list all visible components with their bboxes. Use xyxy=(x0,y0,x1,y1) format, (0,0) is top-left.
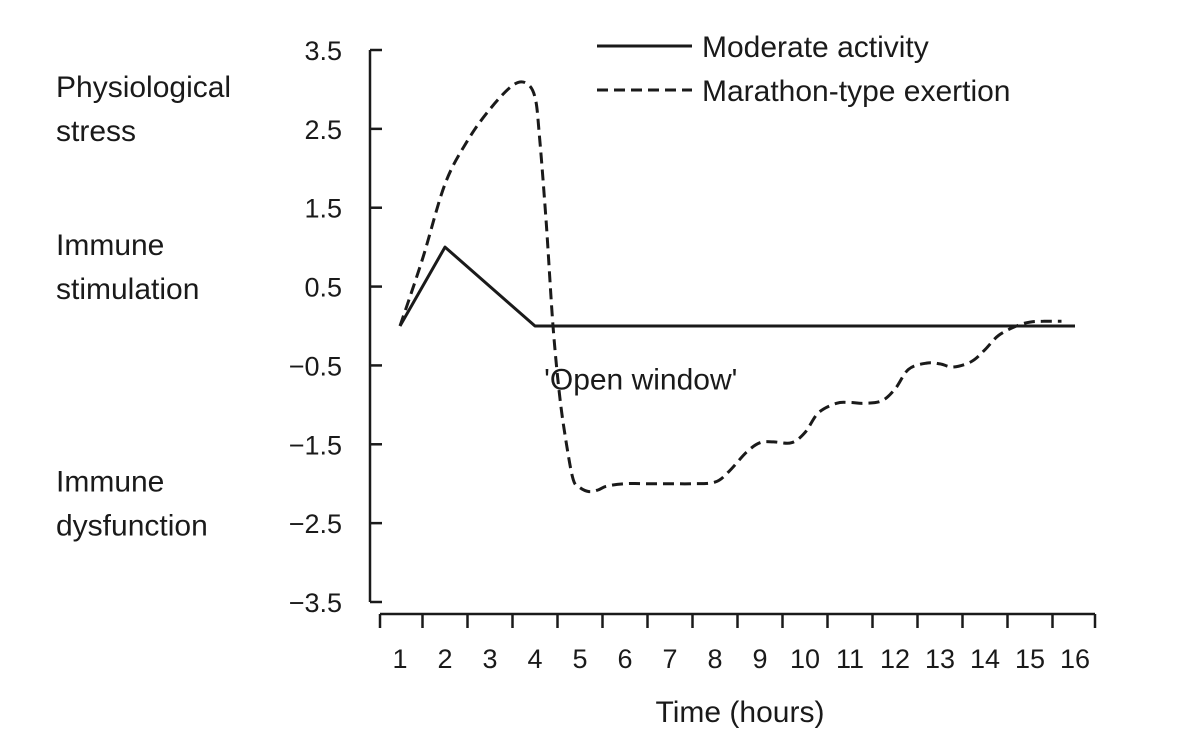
x-tick-label: 8 xyxy=(707,644,722,674)
y-tick-label: 0.5 xyxy=(304,273,342,303)
x-axis: 1 2 3 4 5 6 7 8 9 10 11 12 13 14 15 16 xyxy=(378,612,1097,674)
side-label: stress xyxy=(56,115,136,148)
side-label: Immune xyxy=(56,229,164,262)
x-tick-label: 14 xyxy=(970,644,1000,674)
annotation-open-window: 'Open window' xyxy=(544,363,737,396)
side-label: Immune xyxy=(56,465,164,498)
x-tick-label: 4 xyxy=(527,644,542,674)
y-tick-label: 2.5 xyxy=(304,115,342,145)
y-tick-label: −2.5 xyxy=(289,509,342,539)
annotations: 'Open window' xyxy=(544,363,737,396)
y-tick-label: −1.5 xyxy=(289,430,342,460)
x-tick-label: 10 xyxy=(790,644,820,674)
x-tick-label: 6 xyxy=(617,644,632,674)
legend: Moderate activity Marathon-type exertion xyxy=(597,31,1011,108)
y-tick-label: −3.5 xyxy=(289,588,342,618)
x-tick-label: 7 xyxy=(662,644,677,674)
x-tick-label: 5 xyxy=(572,644,587,674)
y-axis: 3.5 2.5 1.5 0.5 −0.5 −1.5 −2.5 −3.5 xyxy=(289,36,382,618)
x-tick-label: 15 xyxy=(1015,644,1045,674)
x-tick-label: 3 xyxy=(482,644,497,674)
side-label: stimulation xyxy=(56,273,199,306)
x-tick-label: 2 xyxy=(437,644,452,674)
x-axis-title: Time (hours) xyxy=(656,696,825,729)
side-label: Physiological xyxy=(56,71,231,104)
y-tick-label: −0.5 xyxy=(289,351,342,381)
x-tick-label: 13 xyxy=(925,644,955,674)
series-group xyxy=(398,80,1075,494)
legend-label: Marathon-type exertion xyxy=(702,75,1011,108)
series-line-marathon xyxy=(398,80,1062,494)
side-labels: Physiological stress Immune stimulation Immu… xyxy=(56,71,231,542)
legend-label: Moderate activity xyxy=(702,31,929,64)
y-tick-label: 1.5 xyxy=(304,194,342,224)
y-tick-label: 3.5 xyxy=(304,36,342,66)
series-line-moderate xyxy=(398,245,1075,328)
x-tick-label: 1 xyxy=(392,644,407,674)
x-tick-label: 16 xyxy=(1060,644,1090,674)
side-label: dysfunction xyxy=(56,509,208,542)
x-tick-label: 9 xyxy=(752,644,767,674)
x-tick-label: 12 xyxy=(880,644,910,674)
x-tick-label: 11 xyxy=(836,644,864,674)
